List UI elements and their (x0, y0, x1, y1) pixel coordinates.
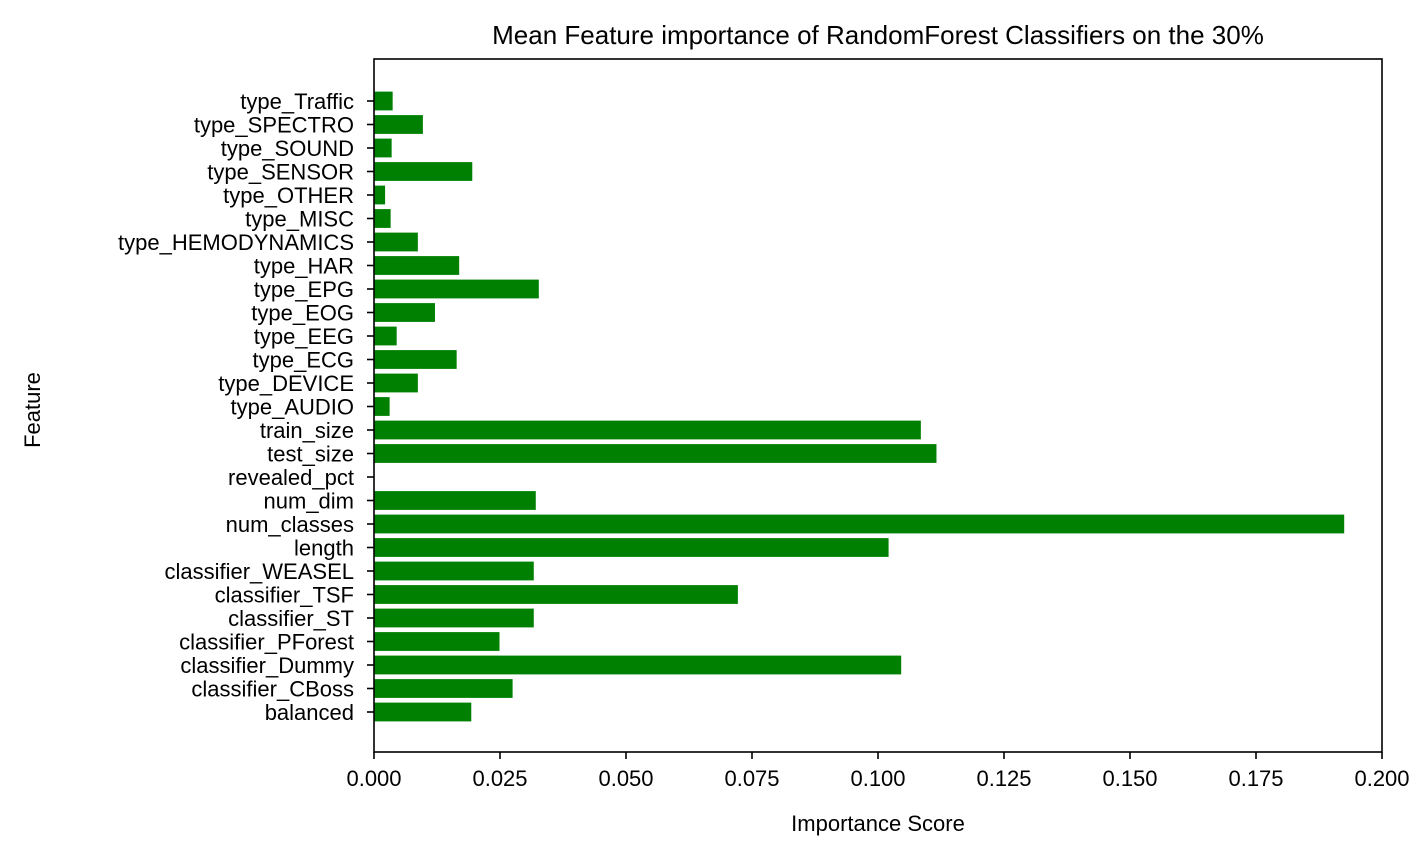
bars (374, 91, 1345, 722)
x-tick-label: 0.075 (724, 766, 779, 791)
y-tick-label: classifier_WEASEL (164, 559, 354, 584)
bar-type-traffic (374, 91, 393, 111)
x-tick-label: 0.200 (1354, 766, 1409, 791)
bar-type-sound (374, 138, 392, 158)
bar-type-ecg (374, 350, 457, 369)
bar-type-har (374, 256, 460, 275)
x-axis-ticks: 0.000 0.025 0.050 0.075 0.100 0.125 0.150 0.175… (346, 752, 1410, 791)
bar-classifier-pforest (374, 632, 500, 651)
y-tick-label: type_SENSOR (207, 160, 354, 185)
y-axis-title: Feature (20, 372, 45, 448)
y-tick-label: type_EOG (251, 301, 354, 326)
bar-balanced (374, 702, 472, 722)
bar-type-other (374, 185, 386, 205)
y-tick-label: classifier_ST (228, 606, 354, 631)
bar-length (374, 538, 889, 557)
bar-train-size (374, 420, 921, 440)
bar-type-hemodynamics (374, 232, 418, 252)
bar-type-audio (374, 397, 390, 416)
y-tick-label: length (294, 536, 354, 561)
bar-classifier-weasel (374, 561, 534, 581)
bar-type-misc (374, 209, 391, 228)
x-tick-label: 0.025 (472, 766, 527, 791)
y-tick-label: classifier_CBoss (191, 677, 354, 702)
y-tick-label: type_AUDIO (231, 395, 355, 420)
y-tick-label: num_classes (226, 512, 354, 537)
y-tick-label: type_Traffic (240, 89, 354, 114)
y-tick-label: type_EPG (254, 277, 354, 302)
y-tick-label: type_SOUND (221, 136, 354, 161)
plot-frame (373, 58, 1383, 753)
bar-classifier-st (374, 608, 534, 628)
x-tick-label: 0.000 (346, 766, 401, 791)
bar-type-spectro (374, 115, 423, 134)
x-tick-label: 0.125 (976, 766, 1031, 791)
bar-classifier-cboss (374, 679, 513, 698)
y-tick-label: classifier_TSF (215, 583, 354, 608)
bar-classifier-tsf (374, 585, 738, 604)
y-tick-label: type_SPECTRO (194, 113, 354, 138)
y-tick-label: train_size (260, 418, 354, 443)
bar-type-device (374, 373, 418, 393)
x-tick-label: 0.150 (1102, 766, 1157, 791)
bar-type-eeg (374, 326, 397, 346)
y-tick-label: type_OTHER (223, 183, 354, 208)
x-tick-label: 0.050 (598, 766, 653, 791)
y-axis-ticks: balancedclassifier_CBossclassifier_Dummy… (118, 89, 374, 725)
x-axis-title: Importance Score (791, 811, 965, 836)
y-tick-label: type_ECG (253, 348, 355, 373)
y-tick-label: test_size (267, 442, 354, 467)
bar-num-dim (374, 491, 536, 510)
bar-type-eog (374, 303, 435, 322)
x-tick-label: 0.175 (1228, 766, 1283, 791)
x-tick-label: 0.100 (850, 766, 905, 791)
bar-type-sensor (374, 162, 473, 181)
bar-test-size (374, 444, 937, 463)
y-tick-label: type_HAR (254, 254, 354, 279)
bar-classifier-dummy (374, 655, 902, 675)
y-tick-label: type_MISC (245, 207, 354, 232)
y-tick-label: type_HEMODYNAMICS (118, 230, 354, 255)
y-tick-label: classifier_PForest (179, 630, 354, 655)
chart-title: Mean Feature importance of RandomForest … (492, 20, 1264, 50)
bar-num-classes (374, 514, 1345, 534)
y-tick-label: type_EEG (254, 324, 354, 349)
y-tick-label: type_DEVICE (218, 371, 354, 396)
y-tick-label: classifier_Dummy (180, 653, 354, 678)
y-tick-label: num_dim (264, 489, 354, 514)
bar-type-epg (374, 279, 539, 299)
y-tick-label: balanced (265, 700, 354, 725)
y-tick-label: revealed_pct (228, 465, 354, 490)
